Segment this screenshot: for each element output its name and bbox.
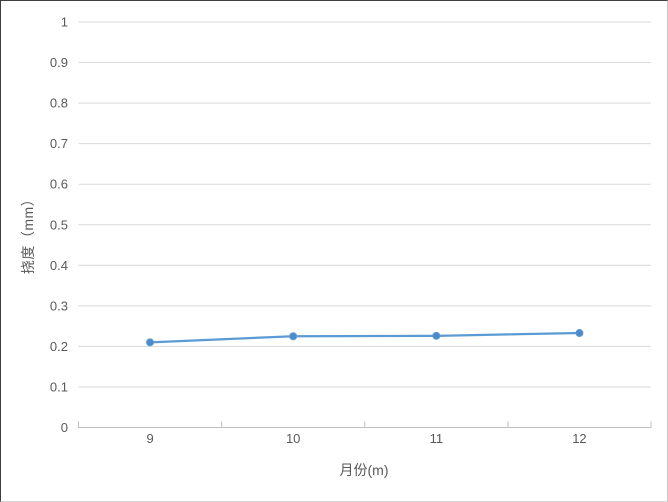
y-tick-label: 0.5 <box>50 217 68 232</box>
data-point-marker <box>432 331 441 340</box>
x-tick-label: 12 <box>572 431 586 446</box>
x-tick-label: 9 <box>146 431 153 446</box>
series-line <box>148 331 581 344</box>
y-tick-label: 0.1 <box>50 379 68 394</box>
data-point-marker <box>575 329 584 338</box>
y-tick-label: 0.3 <box>50 298 68 313</box>
y-tick-label: 0.4 <box>50 258 68 273</box>
data-point-marker <box>289 332 298 341</box>
y-tick-label: 0.6 <box>50 177 68 192</box>
y-axis-title: 挠度（mm） <box>20 191 36 275</box>
data-point-marker <box>146 338 155 347</box>
x-tick-label: 10 <box>286 431 300 446</box>
y-tick-label: 0.2 <box>50 339 68 354</box>
y-tick-label: 0.7 <box>50 136 68 151</box>
y-tick-label: 0.8 <box>50 96 68 111</box>
y-tick-label: 0 <box>61 420 68 435</box>
x-axis-title: 月份(m) <box>339 462 389 478</box>
y-tick-label: 0.9 <box>50 55 68 70</box>
x-tick-label: 11 <box>430 431 444 446</box>
y-tick-label: 1 <box>61 15 68 30</box>
